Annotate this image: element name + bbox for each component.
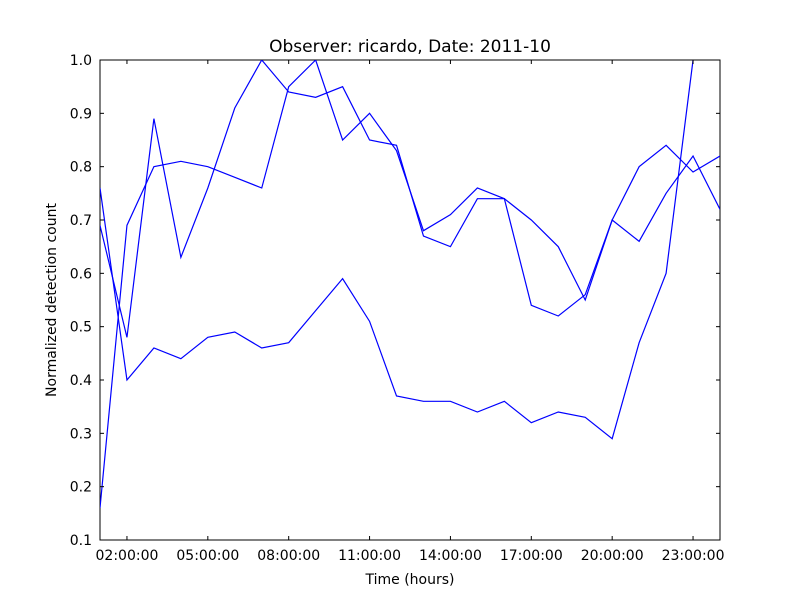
chart-title: Observer: ricardo, Date: 2011-10 (269, 37, 551, 57)
series-line-1 (100, 60, 694, 440)
x-tick-label: 14:00:00 (419, 548, 482, 564)
y-tick-label: 1.0 (70, 53, 92, 69)
y-tick-label: 0.7 (70, 213, 92, 229)
x-tick-label: 17:00:00 (500, 548, 563, 564)
y-tick-label: 0.9 (70, 106, 92, 122)
y-tick-label: 0.1 (70, 533, 92, 549)
y-tick-label: 0.4 (70, 373, 92, 389)
plot-frame (99, 59, 721, 541)
x-tick-label: 05:00:00 (176, 548, 239, 564)
y-tick-label: 0.3 (70, 426, 92, 442)
x-tick-label: 23:00:00 (662, 548, 725, 564)
y-tick-label: 0.8 (70, 160, 92, 176)
x-tick-label: 02:00:00 (96, 548, 159, 564)
y-axis-title: Normalized detection count (44, 203, 60, 397)
x-axis-title: Time (hours) (365, 572, 455, 588)
y-tick-label: 0.5 (70, 320, 92, 336)
series-group (100, 60, 720, 509)
y-tick-label: 0.6 (70, 266, 92, 282)
plot-area (99, 59, 721, 541)
x-tick-label: 20:00:00 (581, 548, 644, 564)
series-line-3 (100, 60, 720, 509)
x-tick-label: 08:00:00 (257, 548, 320, 564)
x-tick-label: 11:00:00 (338, 548, 401, 564)
y-tick-label: 0.2 (70, 480, 92, 496)
ticks-group: 02:00:00 05:00:00 08:00:00 11:00:00 14:00:00… (70, 53, 725, 564)
